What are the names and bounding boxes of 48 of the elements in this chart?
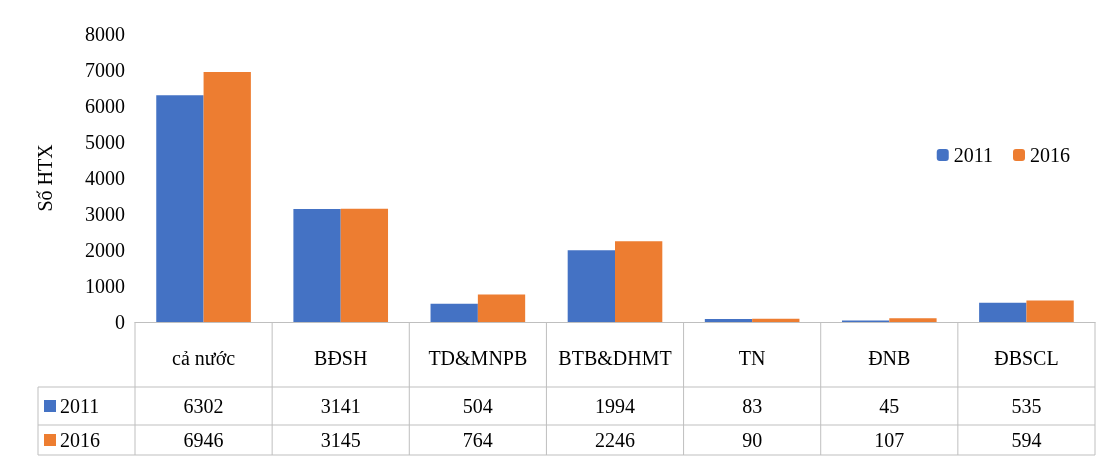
- x-tick-label: BTB&DHMT: [558, 347, 672, 369]
- data-label: 3145: [320, 429, 361, 451]
- text: 2016: [60, 429, 100, 451]
- text: 2011: [60, 395, 100, 417]
- bar: [430, 303, 478, 322]
- data-label: 1994: [595, 395, 635, 417]
- bar: [203, 71, 251, 322]
- legend-label: 2016: [1030, 144, 1070, 166]
- x-tick-label: TN: [738, 347, 766, 369]
- bar: [293, 208, 341, 322]
- data-label: 90: [742, 429, 763, 451]
- bar: [1026, 300, 1074, 322]
- y-tick-label: 2000: [85, 239, 125, 261]
- y-tick-label: 3000: [85, 203, 125, 225]
- data-label: 3141: [320, 395, 361, 417]
- bar: [156, 95, 204, 322]
- bar: [567, 250, 615, 322]
- data-label: 83: [742, 395, 763, 417]
- legend-label: 2011: [953, 144, 994, 166]
- bar: [979, 302, 1027, 322]
- y-tick-label: 7000: [85, 59, 125, 81]
- data-label: 107: [874, 429, 905, 451]
- bar: [477, 294, 526, 322]
- data-label: 504: [462, 395, 493, 417]
- data-label: 6946: [183, 429, 224, 451]
- y-tick-label: 0: [115, 311, 125, 333]
- y-tick-label: 6000: [85, 95, 125, 117]
- data-label: 535: [1011, 395, 1042, 417]
- y-tick-label: 5000: [85, 131, 125, 153]
- data-label: 6302: [183, 395, 224, 417]
- bar: [340, 208, 389, 322]
- bar: [889, 318, 937, 322]
- x-tick-label: ĐNB: [868, 347, 911, 369]
- data-label: 764: [462, 429, 493, 451]
- y-tick-label: 1000: [85, 275, 125, 297]
- bar: [615, 241, 663, 322]
- data-label: 45: [879, 395, 900, 417]
- y-tick-label: 4000: [85, 167, 125, 189]
- x-tick-label: BĐSH: [314, 347, 368, 369]
- y-axis-title: Số HTX: [34, 143, 56, 212]
- data-label: 2246: [595, 429, 635, 451]
- x-tick-label: ĐBSCL: [994, 347, 1059, 369]
- bar: [752, 318, 800, 322]
- y-tick-label: 8000: [85, 23, 125, 45]
- x-tick-label: cả nước: [172, 347, 236, 369]
- bar: [704, 319, 753, 322]
- x-tick-label: TD&MNPB: [428, 347, 528, 369]
- data-label: 594: [1011, 429, 1042, 451]
